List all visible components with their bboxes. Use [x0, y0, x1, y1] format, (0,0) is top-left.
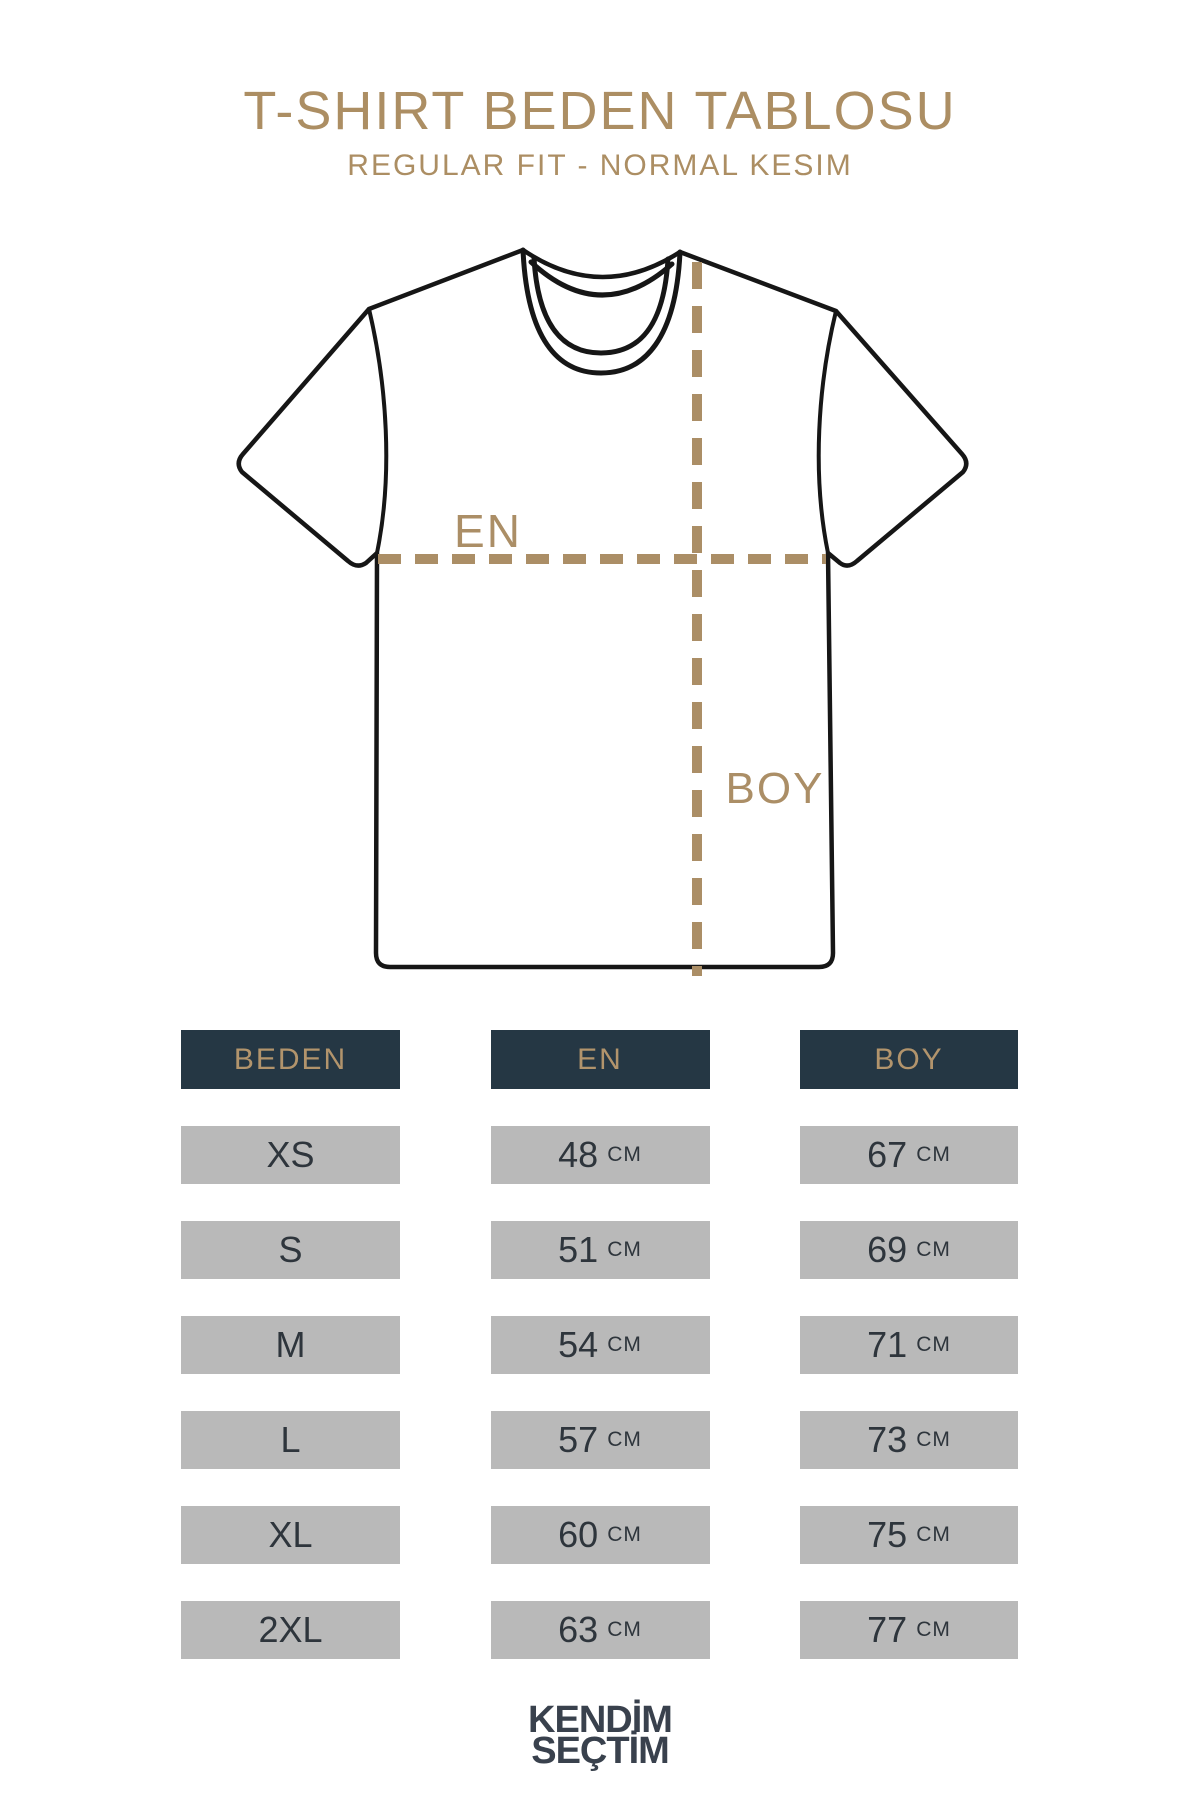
- unit-label: CM: [607, 1333, 642, 1356]
- unit-label: CM: [916, 1238, 951, 1261]
- width-value: 48 CM: [490, 1126, 710, 1184]
- length-value: 71 CM: [800, 1316, 1018, 1374]
- length-value: 69 CM: [800, 1221, 1018, 1279]
- header-width: EN: [490, 1030, 710, 1089]
- header-size: BEDEN: [181, 1030, 400, 1089]
- unit-label: CM: [916, 1618, 951, 1641]
- width-label: EN: [454, 505, 522, 557]
- length-number: 71: [867, 1324, 908, 1365]
- page-subtitle: REGULAR FIT - NORMAL KESIM: [347, 149, 853, 182]
- length-value: 73 CM: [800, 1411, 1018, 1469]
- table-row: L 57 CM 73 CM: [181, 1411, 1018, 1469]
- unit-label: CM: [916, 1333, 951, 1356]
- table-row: 2XL 63 CM 77 CM: [181, 1601, 1018, 1659]
- width-number: 60: [558, 1514, 599, 1555]
- unit-label: CM: [916, 1143, 951, 1166]
- header-length: BOY: [800, 1030, 1018, 1089]
- table-row: XL 60 CM 75 CM: [181, 1506, 1018, 1564]
- width-number: 51: [558, 1229, 599, 1270]
- width-value: 57 CM: [490, 1411, 710, 1469]
- table-row: M 54 CM 71 CM: [181, 1316, 1018, 1374]
- length-number: 73: [867, 1419, 908, 1460]
- length-value: 67 CM: [800, 1126, 1018, 1184]
- length-value: 75 CM: [800, 1506, 1018, 1564]
- length-value: 77 CM: [800, 1601, 1018, 1659]
- left-armhole-seam: [367, 307, 389, 555]
- length-number: 69: [867, 1229, 908, 1270]
- width-number: 54: [558, 1324, 599, 1365]
- collar-outer-band: [520, 247, 683, 376]
- unit-label: CM: [916, 1523, 951, 1546]
- size-value: L: [181, 1411, 400, 1469]
- table-row: XS 48 CM 67 CM: [181, 1126, 1018, 1184]
- tshirt-measurement-diagram: EN BOY: [150, 195, 1050, 1015]
- tshirt-outline: [236, 247, 969, 970]
- width-value: 54 CM: [490, 1316, 710, 1374]
- unit-label: CM: [607, 1428, 642, 1451]
- width-value: 60 CM: [490, 1506, 710, 1564]
- length-number: 67: [867, 1134, 908, 1175]
- size-value: S: [181, 1221, 400, 1279]
- length-number: 75: [867, 1514, 908, 1555]
- size-value: XL: [181, 1506, 400, 1564]
- width-value: 63 CM: [490, 1601, 710, 1659]
- size-value: M: [181, 1316, 400, 1374]
- unit-label: CM: [607, 1523, 642, 1546]
- unit-label: CM: [607, 1238, 642, 1261]
- width-number: 57: [558, 1419, 599, 1460]
- size-value: 2XL: [181, 1601, 400, 1659]
- unit-label: CM: [607, 1618, 642, 1641]
- width-number: 63: [558, 1609, 599, 1650]
- unit-label: CM: [607, 1143, 642, 1166]
- collar-inner-band: [531, 255, 671, 356]
- size-value: XS: [181, 1126, 400, 1184]
- table-row: S 51 CM 69 CM: [181, 1221, 1018, 1279]
- unit-label: CM: [916, 1428, 951, 1451]
- tshirt-drawing: EN BOY: [236, 247, 969, 976]
- brand-logo-line1: KENDİM: [528, 1699, 673, 1741]
- brand-logo: KENDİM SEÇTİM: [0, 1699, 1200, 1772]
- page-title: T-SHIRT BEDEN TABLOSU: [243, 81, 957, 141]
- brand-logo-line2: SEÇTİM: [531, 1730, 670, 1772]
- size-table: BEDEN EN BOY XS 48 CM 67 CM S 51 CM 69 C…: [181, 1030, 1018, 1659]
- length-number: 77: [867, 1609, 908, 1650]
- collar-back-line: [528, 259, 675, 298]
- right-armhole-seam: [816, 309, 838, 555]
- width-number: 48: [558, 1134, 599, 1175]
- table-header-row: BEDEN EN BOY: [181, 1030, 1018, 1089]
- width-value: 51 CM: [490, 1221, 710, 1279]
- length-label: BOY: [726, 764, 825, 813]
